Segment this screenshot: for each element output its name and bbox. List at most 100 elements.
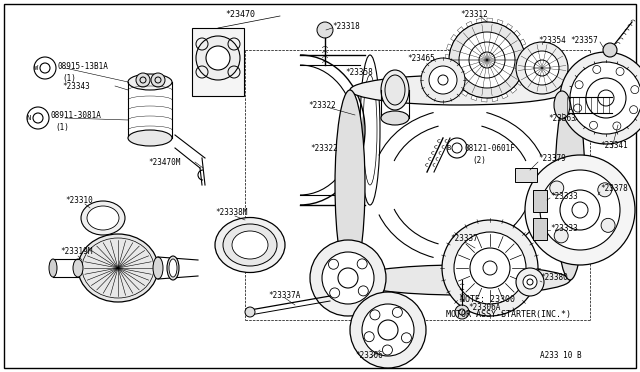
Circle shape (554, 229, 568, 243)
Circle shape (362, 304, 414, 356)
Circle shape (523, 275, 537, 289)
Text: *23337A: *23337A (268, 291, 300, 299)
Text: *23333: *23333 (550, 192, 578, 201)
Text: 08915-13B1A: 08915-13B1A (57, 61, 108, 71)
Text: N: N (27, 115, 31, 121)
Text: *23341: *23341 (600, 141, 628, 150)
Polygon shape (445, 55, 449, 60)
Polygon shape (451, 35, 457, 41)
Polygon shape (506, 24, 513, 30)
Text: (2): (2) (472, 155, 486, 164)
Text: *23363: *23363 (548, 113, 576, 122)
Circle shape (245, 307, 255, 317)
Ellipse shape (128, 130, 172, 146)
Circle shape (151, 73, 165, 87)
Polygon shape (481, 98, 487, 102)
Circle shape (601, 218, 615, 232)
Ellipse shape (555, 90, 585, 280)
Circle shape (603, 43, 617, 57)
Text: 08121-0601F: 08121-0601F (465, 144, 516, 153)
Polygon shape (510, 87, 516, 93)
Polygon shape (454, 83, 460, 90)
Bar (192, 28, 244, 96)
Ellipse shape (350, 265, 570, 295)
Polygon shape (487, 18, 493, 22)
Polygon shape (458, 27, 464, 33)
Circle shape (317, 22, 333, 38)
Text: *23338M: *23338M (215, 208, 248, 217)
Circle shape (455, 305, 469, 319)
Polygon shape (476, 18, 482, 23)
Text: B: B (447, 145, 451, 151)
Text: *23312: *23312 (460, 10, 488, 19)
Text: *23318: *23318 (332, 22, 360, 31)
Text: *23470M: *23470M (148, 157, 180, 167)
Polygon shape (466, 21, 472, 27)
Circle shape (449, 22, 525, 98)
Circle shape (196, 36, 240, 80)
Circle shape (136, 73, 150, 87)
Ellipse shape (223, 224, 277, 266)
Ellipse shape (78, 234, 158, 302)
Circle shape (350, 292, 426, 368)
Polygon shape (522, 70, 527, 76)
Ellipse shape (73, 259, 83, 277)
Text: (1): (1) (62, 74, 76, 83)
Ellipse shape (350, 75, 570, 105)
Text: *23319M: *23319M (60, 247, 92, 257)
Polygon shape (520, 39, 526, 45)
Ellipse shape (385, 75, 405, 105)
Circle shape (454, 232, 526, 304)
Text: *23379: *23379 (538, 154, 566, 163)
Text: *23354: *23354 (538, 35, 566, 45)
Ellipse shape (215, 218, 285, 273)
Polygon shape (514, 30, 520, 37)
Circle shape (459, 32, 515, 88)
Text: *23378: *23378 (600, 183, 628, 192)
Text: *23470: *23470 (225, 10, 255, 19)
Text: *23357: *23357 (570, 35, 598, 45)
Text: *23380: *23380 (540, 273, 568, 282)
Text: *23358: *23358 (345, 67, 372, 77)
Ellipse shape (381, 70, 409, 110)
Polygon shape (471, 95, 477, 100)
Circle shape (442, 220, 538, 316)
Text: A233 10 B: A233 10 B (540, 350, 582, 359)
Polygon shape (492, 97, 498, 102)
Bar (515, 168, 537, 182)
Circle shape (516, 268, 544, 296)
Ellipse shape (335, 90, 365, 280)
Polygon shape (447, 44, 452, 50)
Circle shape (322, 252, 374, 304)
Circle shape (429, 66, 457, 94)
Ellipse shape (49, 259, 57, 277)
Circle shape (310, 240, 386, 316)
Bar (533, 218, 547, 240)
Ellipse shape (81, 201, 125, 235)
Circle shape (570, 62, 640, 134)
Circle shape (540, 170, 620, 250)
Circle shape (421, 58, 465, 102)
Text: W: W (34, 65, 38, 71)
Circle shape (598, 183, 612, 197)
Text: NOTE: 23300: NOTE: 23300 (460, 295, 515, 305)
Circle shape (206, 46, 230, 70)
Text: MOTOR ASSY-STARTER(INC.*): MOTOR ASSY-STARTER(INC.*) (446, 311, 571, 320)
Text: *23322: *23322 (310, 144, 338, 153)
Circle shape (525, 155, 635, 265)
Polygon shape (461, 90, 468, 96)
Ellipse shape (128, 74, 172, 90)
Text: *23343: *23343 (62, 81, 90, 90)
Polygon shape (525, 60, 529, 65)
Text: (1): (1) (55, 122, 69, 131)
Polygon shape (497, 19, 503, 25)
Ellipse shape (167, 256, 179, 280)
Bar (533, 190, 547, 212)
Text: *23310: *23310 (65, 196, 93, 205)
Ellipse shape (153, 257, 163, 279)
Polygon shape (517, 79, 524, 86)
Circle shape (550, 181, 564, 195)
Polygon shape (448, 74, 454, 81)
Text: *23306: *23306 (355, 350, 383, 359)
Ellipse shape (87, 206, 119, 230)
